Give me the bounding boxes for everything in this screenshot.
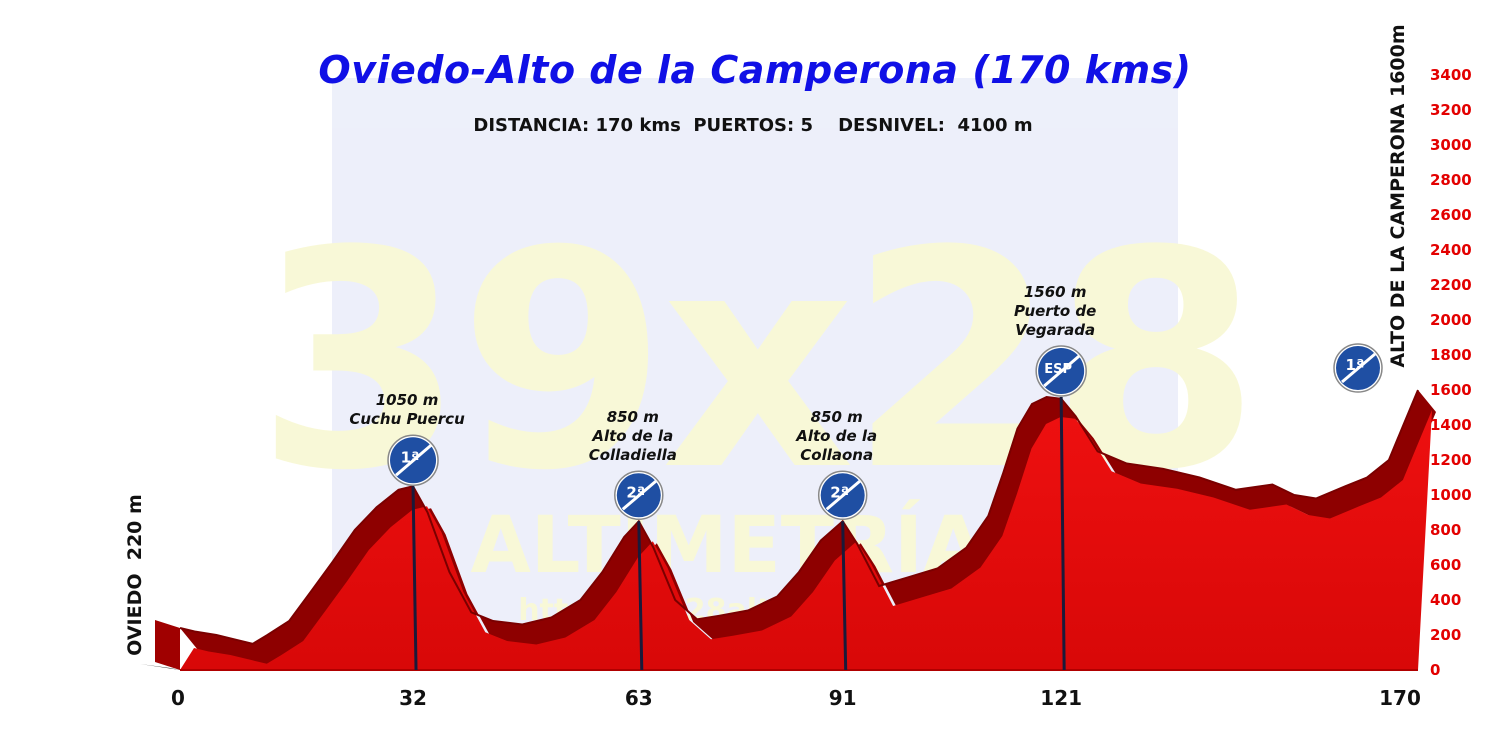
y-tick-label: 1200	[1430, 451, 1472, 469]
y-tick-label: 1400	[1430, 416, 1472, 434]
y-tick-label: 2800	[1430, 171, 1472, 189]
y-tick-label: 2000	[1430, 311, 1472, 329]
badge-category-text: 1ª	[1346, 356, 1365, 374]
climb-name: Alto de la	[592, 427, 674, 446]
y-tick-label: 600	[1430, 556, 1462, 574]
y-tick-label: 2200	[1430, 276, 1472, 294]
finish-climb-badge: 1ª	[1333, 343, 1383, 393]
chart-title: Oviedo-Alto de la Camperona (170 kms)	[318, 48, 1192, 92]
climb-altitude: 850 m	[810, 408, 863, 427]
climb-label: 850 m Alto de la Collaona	[796, 408, 877, 465]
x-tick-label: 32	[399, 686, 427, 710]
badge-category-text: 2ª	[626, 483, 645, 501]
y-tick-label: 400	[1430, 591, 1462, 609]
climb-marker-line	[637, 521, 644, 671]
climb-marker-line	[411, 486, 418, 671]
climb-marker-line	[1059, 396, 1066, 671]
badge-category-text: ESP	[1044, 362, 1072, 377]
climb-name: Colladiella	[588, 446, 677, 465]
finish-point-label: ALTO DE LA CAMPERONA 1600m	[1387, 24, 1409, 368]
climb-badges: 1ª 2ª 2ª ESP 1ª	[387, 343, 1383, 520]
x-tick-label: 121	[1040, 686, 1083, 710]
climb-badge: 1ª	[387, 434, 439, 486]
climb-name: Cuchu Puercu	[349, 410, 465, 429]
x-tick-label: 0	[171, 686, 185, 710]
y-tick-label: 0	[1430, 661, 1441, 679]
y-tick-label: 2600	[1430, 206, 1472, 224]
y-tick-label: 3200	[1430, 101, 1472, 119]
y-tick-label: 2400	[1430, 241, 1472, 259]
climb-label: 1560 m Puerto de Vegarada	[1014, 283, 1096, 340]
climb-label: 1050 m Cuchu Puercu	[349, 391, 464, 429]
y-tick-label: 200	[1430, 626, 1462, 644]
route-summary: DISTANCIA: 170 kms PUERTOS: 5 DESNIVEL: …	[473, 115, 1033, 136]
profile-base-edge	[140, 664, 180, 670]
y-tick-label: 3000	[1430, 136, 1472, 154]
climb-altitude: 850 m	[606, 408, 659, 427]
x-tick-label: 63	[624, 686, 653, 710]
y-tick-label: 1600	[1430, 381, 1472, 399]
elevation-profile	[140, 389, 1436, 671]
profile-area	[180, 410, 1432, 670]
x-tick-label: 91	[828, 686, 857, 710]
profile-line	[179, 389, 1419, 645]
climb-badge: 2ª	[614, 470, 664, 520]
start-point-label: OVIEDO 220 m	[124, 494, 146, 656]
climb-badge: 2ª	[817, 470, 868, 520]
y-tick-label: 1800	[1430, 346, 1472, 364]
x-tick-label: 170	[1379, 686, 1421, 710]
climb-name: Alto de la	[796, 427, 878, 446]
badge-category-text: 1ª	[401, 448, 420, 466]
climb-name: Vegarada	[1015, 321, 1096, 339]
y-tick-label: 1000	[1430, 486, 1472, 504]
climb-label: 850 m Alto de la Colladiella	[589, 408, 677, 465]
y-tick-label: 800	[1430, 521, 1462, 539]
profile-side-wall	[155, 620, 180, 670]
climb-name: Collaona	[800, 446, 874, 465]
y-tick-label: 3400	[1430, 66, 1472, 84]
climb-name: Puerto de	[1013, 302, 1097, 320]
climb-badge: ESP	[1035, 345, 1087, 397]
climb-marker-line	[841, 521, 848, 671]
climb-altitude: 1560 m	[1023, 283, 1087, 301]
climb-altitude: 1050 m	[375, 391, 439, 410]
badge-category-text: 2ª	[830, 483, 849, 501]
